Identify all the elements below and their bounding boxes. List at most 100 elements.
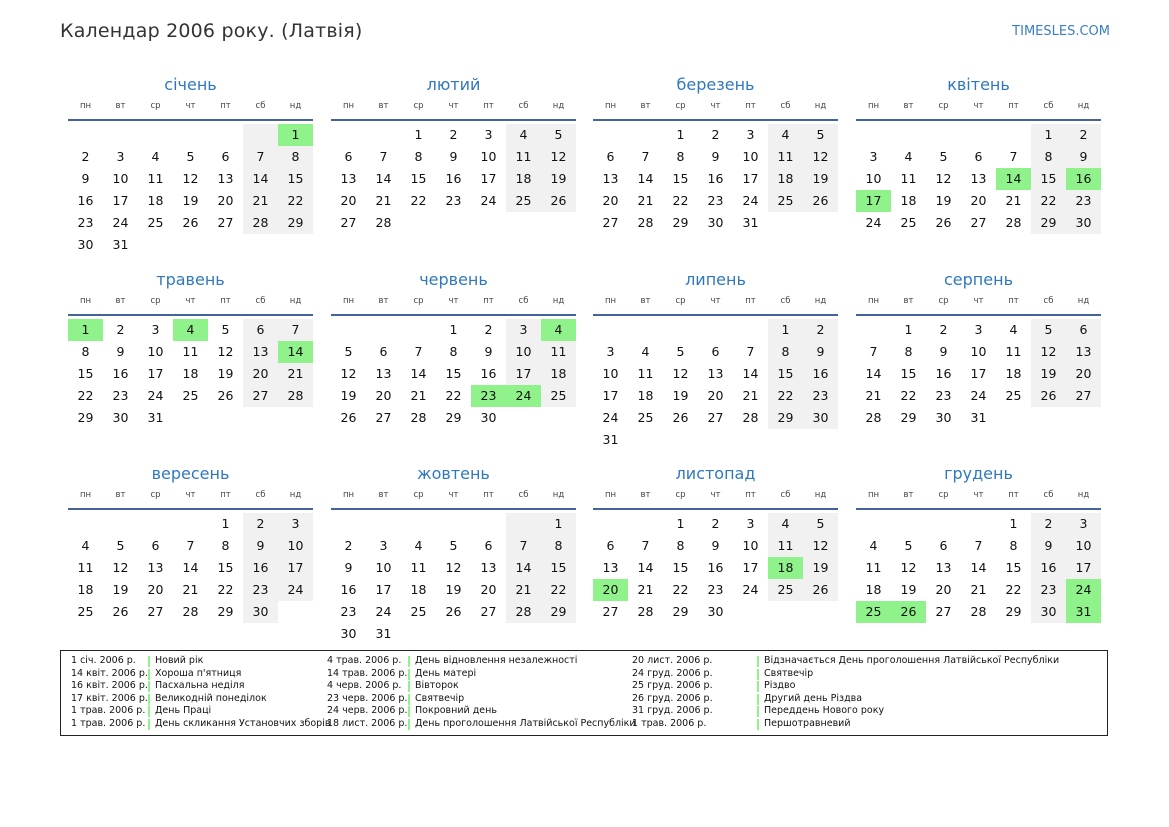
day-cell: 4 — [414, 538, 423, 553]
day-cell: 16 — [803, 363, 838, 385]
day-cell: 23 — [1031, 579, 1066, 601]
empty-day-cell — [593, 513, 628, 535]
day-cell: 14 — [506, 557, 541, 579]
legend-holiday-name: Пасхальна неділя — [155, 680, 245, 692]
day-cell: 28 — [243, 212, 278, 234]
day-cell: 26 — [182, 215, 199, 230]
day-cell: 27 — [602, 215, 619, 230]
day-cell: 19 — [900, 582, 917, 597]
weekday-label: нд — [289, 490, 302, 500]
day-cell: 7 — [974, 538, 983, 553]
day-cell: 7 — [1009, 149, 1018, 164]
holiday-day-cell: 16 — [1066, 168, 1101, 190]
day-cell: 19 — [340, 388, 357, 403]
day-cell: 18 — [1005, 366, 1022, 381]
weekday-label: нд — [552, 101, 565, 111]
day-cell: 29 — [217, 604, 234, 619]
day-cell: 2 — [449, 127, 458, 142]
day-cell: 3 — [278, 513, 313, 535]
empty-day-cell — [961, 513, 996, 535]
weekday-label: нд — [289, 101, 302, 111]
month-name: березень — [676, 75, 755, 94]
legend-date: 4 черв. 2006 р. — [327, 680, 402, 692]
legend-holiday-name: День матері — [415, 667, 477, 679]
holiday-day-cell: 26 — [891, 601, 926, 623]
day-cell: 28 — [865, 410, 882, 425]
day-cell: 8 — [221, 538, 230, 553]
days-grid: 1 2 3 4 5 6 7 8 9 10 11 12 13 14 15 16 17 18 19 20 21 22 23 24 2… — [331, 316, 576, 429]
weekday-header: пн вт ср чт пт сб нд — [593, 489, 838, 510]
weekday-label: чт — [710, 296, 721, 306]
day-cell: 15 — [217, 560, 234, 575]
day-cell: 11 — [637, 366, 654, 381]
legend-date: 16 квіт. 2006 р. — [71, 680, 148, 692]
day-cell: 26 — [340, 410, 357, 425]
legend-holiday-name: День Праці — [155, 705, 212, 717]
weekday-label: сб — [255, 101, 266, 111]
empty-day-cell — [628, 513, 663, 535]
day-cell: 19 — [217, 366, 234, 381]
legend-color-bar — [757, 681, 759, 693]
day-cell: 24 — [147, 388, 164, 403]
holiday-day-cell: 1 — [278, 124, 313, 146]
day-cell: 22 — [1031, 190, 1066, 212]
month-name: січень — [164, 75, 217, 94]
legend-color-bar — [408, 693, 410, 705]
day-cell: 30 — [803, 407, 838, 429]
empty-day-cell — [891, 513, 926, 535]
day-cell: 17 — [602, 388, 619, 403]
legend-column: 1 січ. 2006 р. Новий рік 14 квіт. 2006 р. Х… — [71, 655, 330, 731]
day-cell: 24 — [278, 579, 313, 601]
day-cell: 11 — [147, 171, 164, 186]
day-cell: 15 — [672, 560, 689, 575]
day-cell: 10 — [147, 344, 164, 359]
empty-day-cell — [436, 513, 471, 535]
day-cell: 24 — [112, 215, 129, 230]
weekday-label: нд — [814, 296, 827, 306]
day-cell: 16 — [112, 366, 129, 381]
month-block: травень пн вт ср чт пт сб нд 1 2 3 4 5 6 7 8 9 10 11 12 13 14… — [68, 269, 313, 429]
day-cell: 17 — [742, 560, 759, 575]
day-cell: 26 — [217, 388, 234, 403]
day-cell: 30 — [480, 410, 497, 425]
legend-holiday-name: Другий день Різдва — [764, 692, 863, 704]
weekday-header: пн вт ср чт пт сб нд — [331, 295, 576, 316]
empty-day-cell — [366, 319, 401, 341]
weekday-label: чт — [710, 490, 721, 500]
day-cell: 4 — [641, 344, 650, 359]
day-cell: 5 — [116, 538, 125, 553]
day-cell: 31 — [970, 410, 987, 425]
day-cell: 6 — [606, 149, 615, 164]
day-cell: 3 — [484, 127, 493, 142]
weekday-label: пн — [604, 490, 617, 500]
site-link[interactable]: TIMESLES.COM — [1012, 24, 1110, 39]
day-cell: 7 — [746, 344, 755, 359]
day-cell: 21 — [243, 190, 278, 212]
legend-date: 24 груд. 2006 р. — [632, 667, 713, 679]
weekday-label: сб — [518, 101, 529, 111]
day-cell: 21 — [506, 579, 541, 601]
day-cell: 9 — [116, 344, 125, 359]
legend-entry: 17 квіт. 2006 р. Великодній понеділок — [71, 693, 267, 706]
weekday-label: вт — [640, 101, 651, 111]
days-grid: 1 2 3 4 5 6 7 8 9 10 11 12 13 14 15 16 17 18 19 20 21 22 23 24 2… — [593, 316, 838, 451]
day-cell: 29 — [768, 407, 803, 429]
legend-entry: 1 трав. 2006 р. День скликання Установчих… — [71, 718, 330, 731]
day-cell: 25 — [506, 190, 541, 212]
day-cell: 6 — [379, 344, 388, 359]
day-cell: 6 — [606, 538, 615, 553]
weekday-label: пн — [604, 101, 617, 111]
empty-day-cell — [506, 513, 541, 535]
empty-day-cell — [628, 124, 663, 146]
day-cell: 8 — [904, 344, 913, 359]
weekday-label: нд — [1077, 490, 1090, 500]
day-cell: 14 — [637, 560, 654, 575]
day-cell: 17 — [147, 366, 164, 381]
day-cell: 23 — [707, 193, 724, 208]
day-cell: 9 — [803, 341, 838, 363]
day-cell: 29 — [900, 410, 917, 425]
weekday-label: пт — [220, 296, 231, 306]
day-cell: 20 — [375, 388, 392, 403]
empty-day-cell — [331, 319, 366, 341]
day-cell: 24 — [742, 193, 759, 208]
